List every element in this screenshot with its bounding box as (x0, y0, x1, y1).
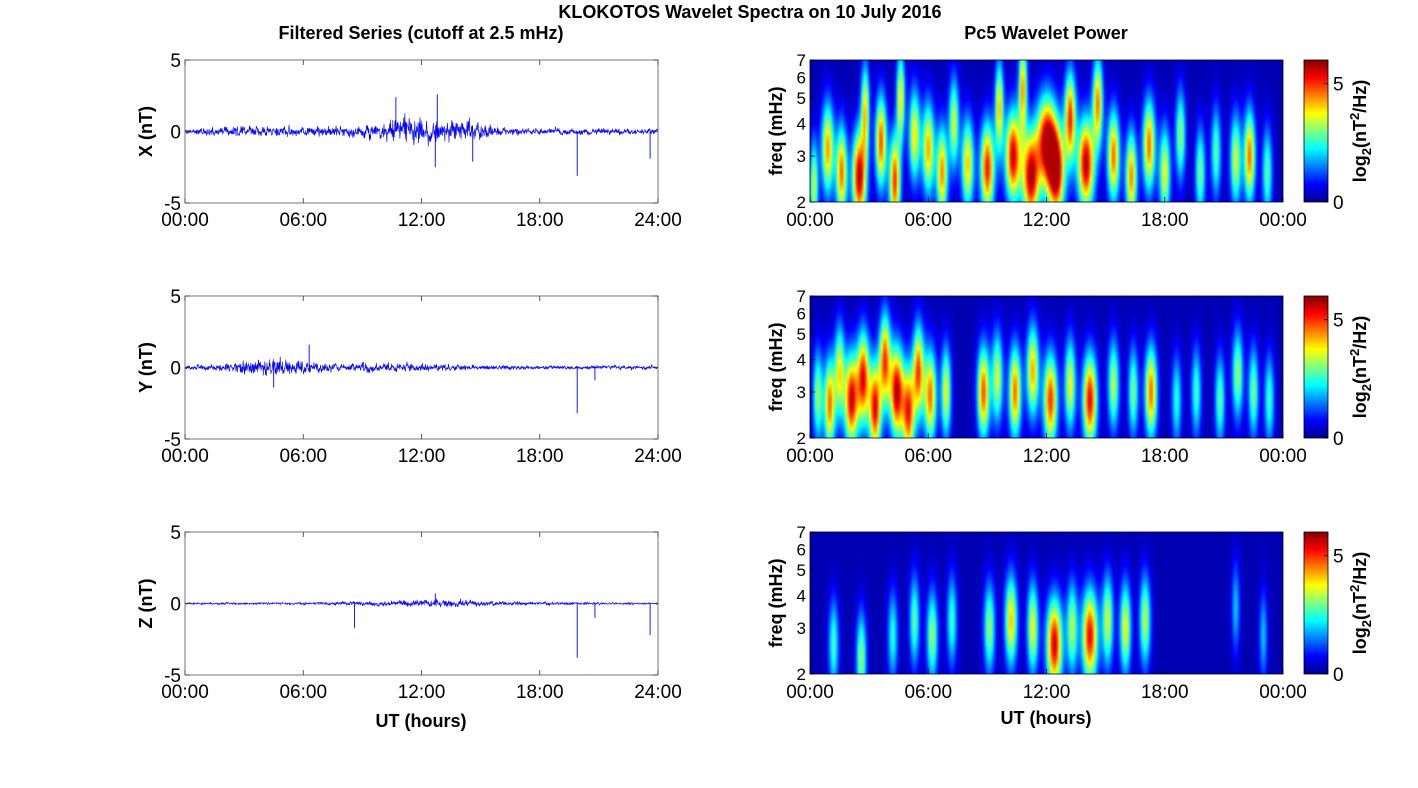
xtick-label: 18:00 (1141, 446, 1189, 467)
ylabel: freq (mHz) (766, 558, 786, 647)
panels: 50-500:00 06:00 12:00 18:00 24:00X (nT)50-50… (136, 51, 1374, 703)
ylabel: freq (mHz) (766, 86, 786, 175)
xtick-label: 00:00 (786, 682, 834, 703)
timeseries-panel: 5 0 -500:00 06:00 12:00 18:00 24:00 Z (nT) (136, 523, 682, 703)
ytick-label: 4 (797, 586, 806, 605)
ylabel: Y (nT) (136, 342, 156, 393)
ytick-label: 6 (797, 540, 806, 559)
ytick-label: 7 (797, 287, 806, 306)
ytick-label: 7 (797, 523, 806, 542)
ytick-label: 5 (797, 561, 806, 580)
heatmap-image (810, 60, 1283, 202)
xtick-label: 00:00 (1259, 210, 1307, 231)
xtick-label: 06:00 (904, 682, 952, 703)
ytick-label: 3 (797, 619, 806, 638)
ytick-label: 7 (797, 51, 806, 70)
ytick-label: 5 (797, 325, 806, 344)
ytick-label: 6 (797, 304, 806, 323)
xtick-label: 24:00 (634, 210, 682, 231)
xtick-label: 06:00 (904, 446, 952, 467)
ylabel: X (nT) (136, 106, 156, 157)
colorbar-label: log2(nT2/Hz) (1347, 552, 1374, 654)
timeseries-panel: 5 0 -500:00 06:00 12:00 18:00 24:00 X (nT) (136, 51, 682, 231)
xtick-label: 18:00 (516, 682, 564, 703)
xtick-label: 18:00 (516, 210, 564, 231)
ytick-label: 5 (170, 287, 181, 308)
colorbar-label: log2(nT2/Hz) (1347, 316, 1374, 418)
ytick-label: 4 (797, 114, 806, 133)
right-xlabel: UT (hours) (1001, 708, 1092, 728)
xtick-label: 06:00 (279, 210, 327, 231)
xtick-label: 12:00 (1023, 682, 1071, 703)
xtick-label: 00:00 (161, 210, 209, 231)
xtick-label: 00:00 (1259, 682, 1307, 703)
xtick-label: 00:00 (786, 446, 834, 467)
colorbar-tick-label: 0 (1333, 665, 1344, 686)
colorbar-tick-label: 5 (1333, 75, 1344, 96)
colorbar-tick-label: 5 (1333, 311, 1344, 332)
xtick-label: 24:00 (634, 446, 682, 467)
ytick-label: 2 (797, 665, 806, 684)
right-column-title: Pc5 Wavelet Power (964, 23, 1127, 43)
colorbar (1303, 295, 1329, 439)
data-line (184, 356, 659, 376)
xtick-label: 24:00 (634, 682, 682, 703)
ytick-label: 0 (170, 595, 181, 616)
colorbar-tick-label: 0 (1333, 429, 1344, 450)
ytick-label: 0 (170, 359, 181, 380)
ytick-label: 3 (797, 147, 806, 166)
heatmap-image (810, 296, 1283, 438)
xtick-label: 06:00 (904, 210, 952, 231)
data-line (184, 598, 659, 608)
ytick-label: -5 (164, 194, 181, 215)
xtick-label: 12:00 (1023, 210, 1071, 231)
ytick-label: 3 (797, 383, 806, 402)
xtick-label: 12:00 (398, 682, 446, 703)
ytick-label: 5 (797, 89, 806, 108)
xtick-label: 12:00 (1023, 446, 1071, 467)
ytick-label: 2 (797, 429, 806, 448)
colorbar (1303, 59, 1329, 203)
data-line (184, 113, 659, 147)
colorbar (1303, 531, 1329, 675)
xtick-label: 18:00 (516, 446, 564, 467)
ytick-label: 2 (797, 193, 806, 212)
ytick-label: 6 (797, 68, 806, 87)
ytick-label: 5 (170, 51, 181, 72)
xtick-label: 12:00 (398, 210, 446, 231)
colorbar-tick-label: 0 (1333, 193, 1344, 214)
left-xlabel: UT (hours) (376, 711, 467, 731)
ytick-label: 5 (170, 523, 181, 544)
xtick-label: 00:00 (1259, 446, 1307, 467)
ytick-label: 0 (170, 123, 181, 144)
colorbar-label: log2(nT2/Hz) (1347, 80, 1374, 182)
xtick-label: 00:00 (161, 682, 209, 703)
ylabel: freq (mHz) (766, 322, 786, 411)
xtick-label: 18:00 (1141, 210, 1189, 231)
xtick-label: 12:00 (398, 446, 446, 467)
xtick-label: 06:00 (279, 446, 327, 467)
heatmap-image (810, 532, 1283, 674)
figure-title: KLOKOTOS Wavelet Spectra on 10 July 2016 (558, 2, 941, 22)
ytick-label: -5 (164, 430, 181, 451)
xtick-label: 00:00 (786, 210, 834, 231)
left-column-title: Filtered Series (cutoff at 2.5 mHz) (278, 23, 563, 43)
xtick-label: 06:00 (279, 682, 327, 703)
timeseries-panel: 5 0 -500:00 06:00 12:00 18:00 24:00 Y (nT) (136, 287, 682, 467)
xtick-label: 00:00 (161, 446, 209, 467)
xtick-label: 18:00 (1141, 682, 1189, 703)
ytick-label: 4 (797, 350, 806, 369)
colorbar-tick-label: 5 (1333, 547, 1344, 568)
ylabel: Z (nT) (136, 579, 156, 629)
ytick-label: -5 (164, 666, 181, 687)
